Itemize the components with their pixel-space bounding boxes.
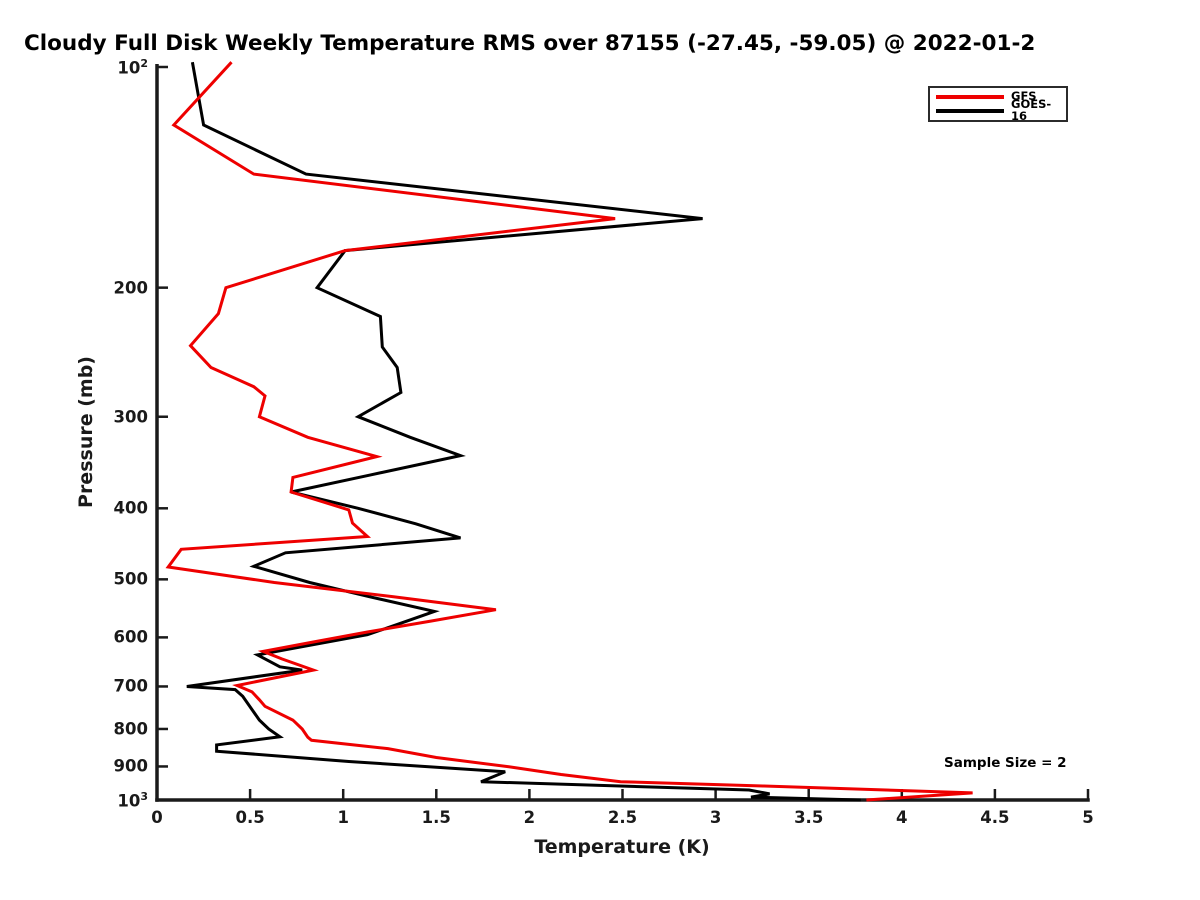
x-tick-label: 0.5 xyxy=(235,808,265,827)
legend-entry-gfs: GFS xyxy=(936,91,1060,104)
gfs-legend-label: GFS xyxy=(1011,89,1037,104)
chart-title: Cloudy Full Disk Weekly Temperature RMS … xyxy=(24,31,1036,56)
gfs-line-swatch xyxy=(936,95,1004,99)
y-tick-label: 300 xyxy=(113,407,148,427)
series-line-gfs xyxy=(165,61,973,802)
series-line-goes-16 xyxy=(186,61,861,802)
x-tick-label: 1.5 xyxy=(421,808,451,827)
x-tick-label: 1 xyxy=(337,808,349,827)
x-tick-label: 2.5 xyxy=(607,808,638,827)
x-tick-label: 3 xyxy=(709,808,722,827)
y-tick-label: 500 xyxy=(113,569,148,589)
x-tick-label: 2 xyxy=(523,808,536,827)
x-axis-label: Temperature (K) xyxy=(534,836,710,858)
y-tick-label: 700 xyxy=(113,676,148,696)
y-tick-label: 200 xyxy=(113,278,148,298)
y-tick-label: 400 xyxy=(113,498,148,518)
x-tick-label: 3.5 xyxy=(794,808,824,827)
legend-box: GFS GOES-16 xyxy=(928,86,1068,122)
y-tick-label: 600 xyxy=(113,627,148,647)
y-tick-label: 900 xyxy=(113,756,148,776)
y-tick-label: 103 xyxy=(117,789,148,811)
sample-size-annotation: Sample Size = 2 xyxy=(944,755,1067,771)
x-tick-label: 4 xyxy=(896,808,908,827)
y-axis-label: Pressure (mb) xyxy=(75,356,97,508)
x-tick-label: 0 xyxy=(151,808,163,827)
y-tick-label: 800 xyxy=(113,719,148,739)
goes16-line-swatch xyxy=(936,109,1004,113)
x-tick-label: 5 xyxy=(1082,808,1094,827)
goes16-legend-label: GOES-16 xyxy=(1011,97,1052,123)
legend-entry-goes16: GOES-16 xyxy=(936,99,1060,122)
x-tick-label: 4.5 xyxy=(980,808,1010,827)
y-tick-label: 102 xyxy=(117,56,148,78)
